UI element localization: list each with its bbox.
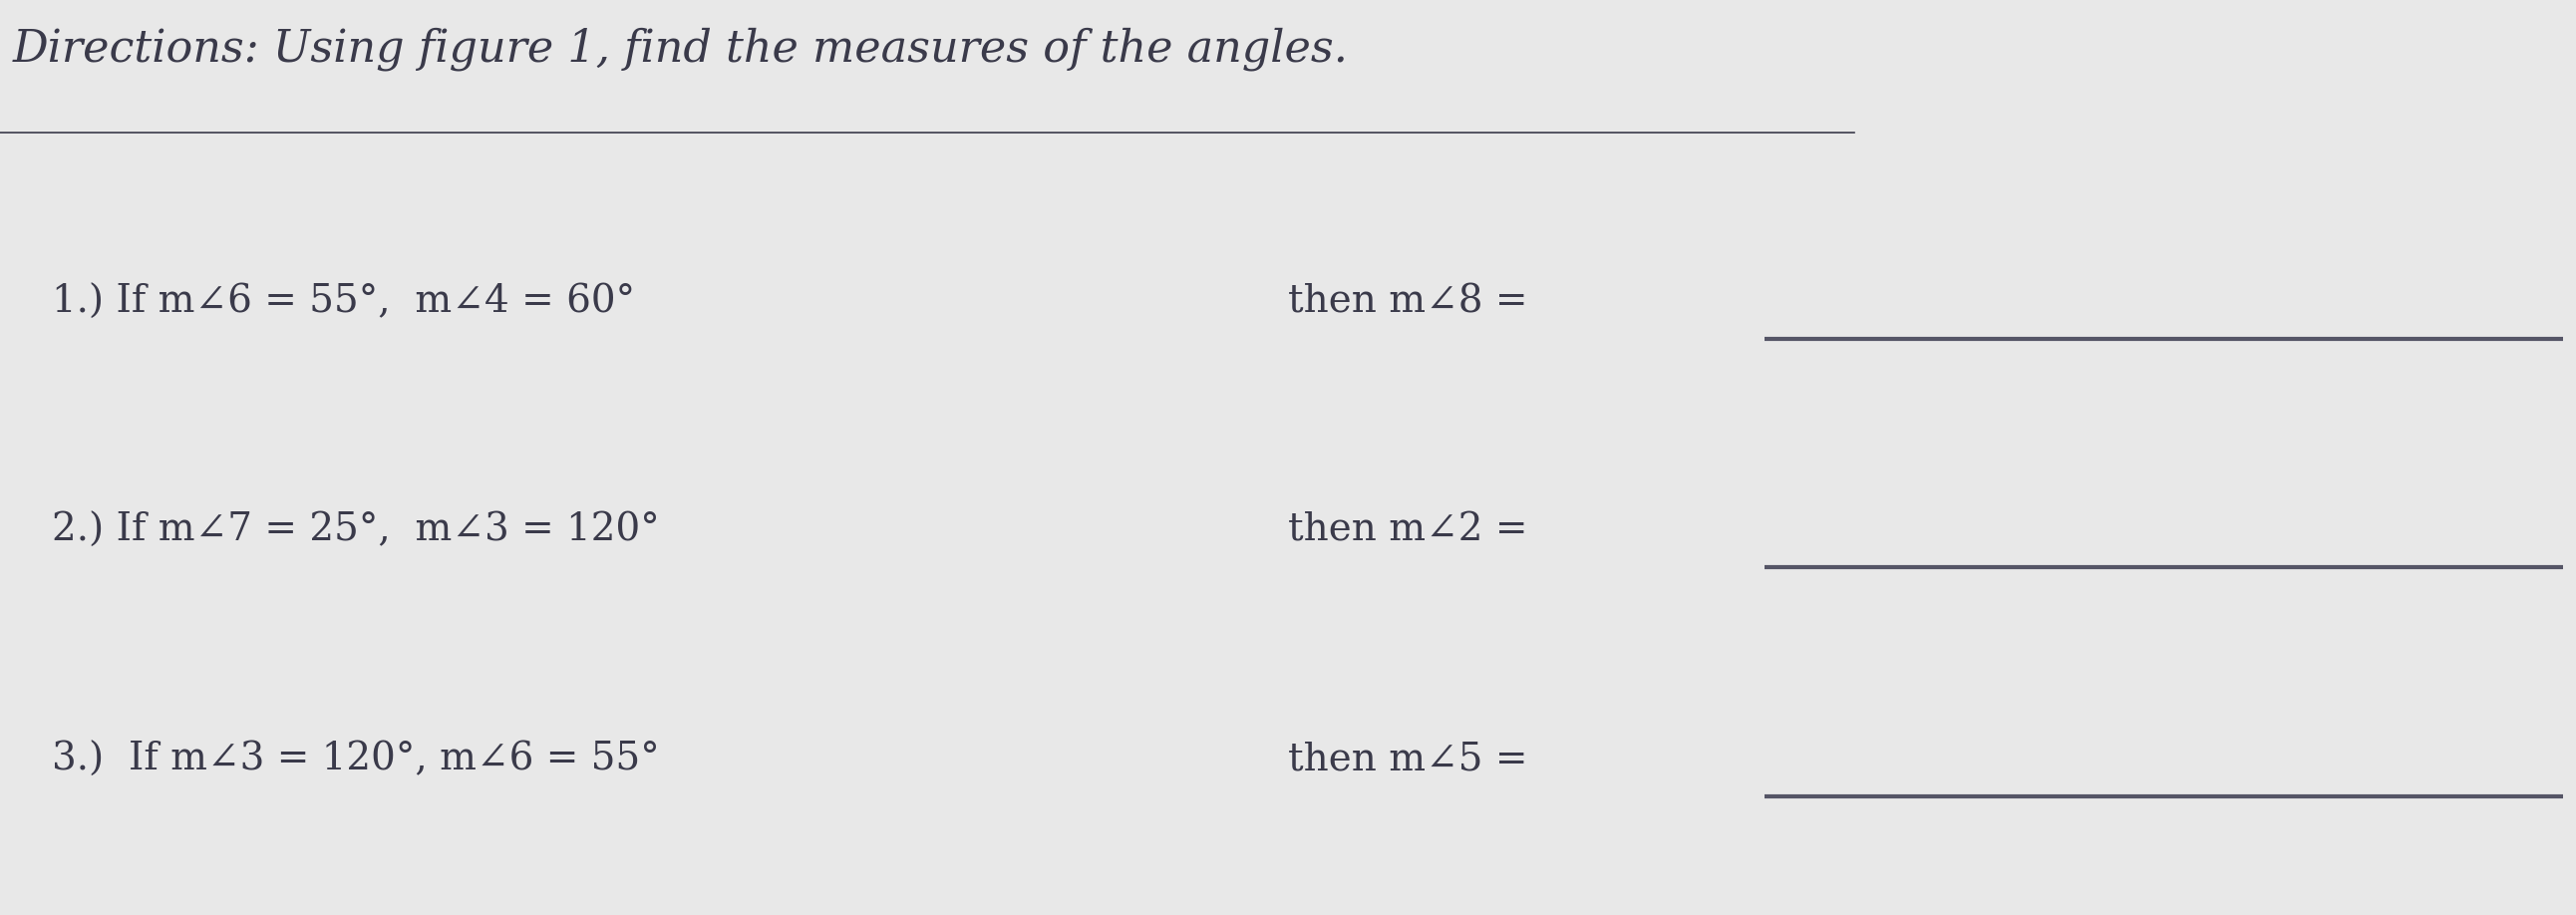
Text: 2.) If m∠7 = 25°,  m∠3 = 120°: 2.) If m∠7 = 25°, m∠3 = 120° bbox=[52, 512, 659, 549]
Text: Directions: Using figure 1, find the measures of the angles.: Directions: Using figure 1, find the mea… bbox=[13, 27, 1350, 71]
Text: then m∠5 =: then m∠5 = bbox=[1288, 741, 1528, 778]
Text: 1.) If m∠6 = 55°,  m∠4 = 60°: 1.) If m∠6 = 55°, m∠4 = 60° bbox=[52, 284, 634, 320]
Text: then m∠8 =: then m∠8 = bbox=[1288, 284, 1528, 320]
Text: 3.)  If m∠3 = 120°, m∠6 = 55°: 3.) If m∠3 = 120°, m∠6 = 55° bbox=[52, 741, 659, 778]
Text: then m∠2 =: then m∠2 = bbox=[1288, 512, 1528, 549]
